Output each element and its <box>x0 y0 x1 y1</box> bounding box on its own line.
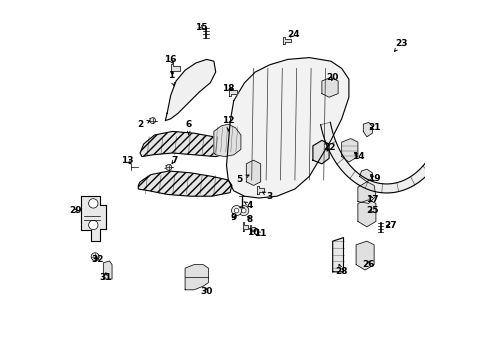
Text: 24: 24 <box>286 30 299 39</box>
Polygon shape <box>226 58 348 198</box>
Text: 28: 28 <box>335 264 347 276</box>
Text: 11: 11 <box>254 230 266 239</box>
Text: 9: 9 <box>230 213 236 222</box>
Circle shape <box>166 165 171 170</box>
Text: 2: 2 <box>137 120 150 129</box>
Text: 13: 13 <box>121 156 134 165</box>
Circle shape <box>149 118 155 123</box>
Text: 14: 14 <box>351 152 364 161</box>
Polygon shape <box>138 171 231 196</box>
Polygon shape <box>357 200 375 227</box>
Text: 15: 15 <box>195 22 207 31</box>
Polygon shape <box>363 122 371 137</box>
Text: 18: 18 <box>222 84 234 93</box>
Circle shape <box>88 220 98 230</box>
Text: 21: 21 <box>367 123 380 132</box>
Polygon shape <box>213 124 241 157</box>
Text: 1: 1 <box>167 71 174 86</box>
Polygon shape <box>332 238 343 272</box>
Polygon shape <box>355 241 373 270</box>
Text: 20: 20 <box>326 73 338 82</box>
Text: 4: 4 <box>244 201 253 210</box>
Polygon shape <box>257 186 264 194</box>
Text: 23: 23 <box>394 39 407 51</box>
Polygon shape <box>341 139 357 162</box>
Polygon shape <box>249 225 254 233</box>
Text: 3: 3 <box>262 192 272 201</box>
Text: 10: 10 <box>247 228 259 237</box>
Text: 12: 12 <box>222 116 234 131</box>
Text: 29: 29 <box>69 206 81 215</box>
Polygon shape <box>140 131 231 157</box>
Polygon shape <box>103 261 112 279</box>
Polygon shape <box>357 182 375 203</box>
Circle shape <box>241 208 245 213</box>
Circle shape <box>88 199 98 208</box>
Polygon shape <box>242 222 248 231</box>
Polygon shape <box>283 37 290 44</box>
Text: 26: 26 <box>362 260 374 269</box>
Polygon shape <box>229 88 236 96</box>
Polygon shape <box>320 122 448 193</box>
Text: 31: 31 <box>100 273 112 282</box>
Circle shape <box>91 253 99 261</box>
Text: 5: 5 <box>236 175 248 184</box>
Text: 32: 32 <box>91 256 103 264</box>
Polygon shape <box>312 140 328 164</box>
Polygon shape <box>171 64 179 73</box>
Circle shape <box>234 208 238 213</box>
Polygon shape <box>81 196 106 241</box>
Polygon shape <box>185 265 208 290</box>
Text: 19: 19 <box>367 174 380 183</box>
Polygon shape <box>246 160 260 185</box>
Polygon shape <box>321 77 337 97</box>
Polygon shape <box>165 59 215 121</box>
Circle shape <box>238 206 248 216</box>
Text: 22: 22 <box>322 143 335 152</box>
Text: 16: 16 <box>164 55 177 64</box>
Text: 25: 25 <box>366 206 378 215</box>
Text: 27: 27 <box>383 220 396 230</box>
Text: 17: 17 <box>365 195 378 204</box>
Circle shape <box>231 206 241 216</box>
Text: 8: 8 <box>246 215 252 224</box>
Text: 7: 7 <box>171 156 177 165</box>
Text: 6: 6 <box>185 120 191 134</box>
Text: 30: 30 <box>200 287 212 296</box>
Polygon shape <box>359 169 371 182</box>
